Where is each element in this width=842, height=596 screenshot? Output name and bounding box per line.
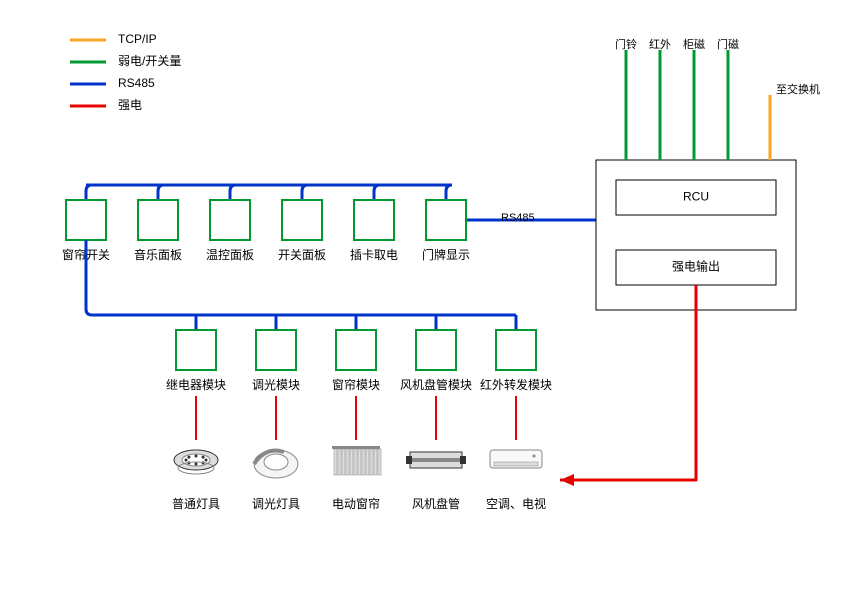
tcpip-label: 至交换机 xyxy=(776,82,820,96)
device-label: 调光灯具 xyxy=(252,497,300,511)
legend-label: 弱电/开关量 xyxy=(118,54,181,68)
strong-arrow xyxy=(560,474,574,486)
panel-label: 门牌显示 xyxy=(422,247,470,262)
weak-input-label: 门磁 xyxy=(717,37,739,51)
device-icon xyxy=(332,446,381,475)
weak-input-label: 门铃 xyxy=(615,37,637,51)
device-icon xyxy=(406,452,466,468)
panel-box xyxy=(210,200,250,240)
module-box xyxy=(416,330,456,370)
panel-label: 插卡取电 xyxy=(350,248,398,262)
panel-box xyxy=(426,200,466,240)
device-icon xyxy=(490,450,542,468)
legend-label: 强电 xyxy=(118,98,142,112)
module-label: 继电器模块 xyxy=(166,378,226,392)
panel-box xyxy=(66,200,106,240)
device-icon xyxy=(254,450,298,478)
strong-out-label: 强电输出 xyxy=(672,259,720,274)
module-box xyxy=(176,330,216,370)
rs485-label: RS485 xyxy=(501,212,535,224)
rs485-stub xyxy=(158,185,164,200)
device-label: 电动窗帘 xyxy=(332,496,380,511)
panel-box xyxy=(282,200,322,240)
panel-box xyxy=(354,200,394,240)
module-label: 风机盘管模块 xyxy=(400,377,472,392)
device-icon xyxy=(174,450,218,474)
rs485-stub xyxy=(374,185,380,200)
module-label: 调光模块 xyxy=(252,378,300,392)
legend-label: TCP/IP xyxy=(118,32,157,46)
module-label: 红外转发模块 xyxy=(480,377,552,392)
rs485-stub xyxy=(446,185,452,200)
strong-out-path xyxy=(560,310,696,480)
legend-label: RS485 xyxy=(118,76,155,90)
device-label: 普通灯具 xyxy=(172,497,220,511)
device-label: 风机盘管 xyxy=(412,496,460,511)
module-label: 窗帘模块 xyxy=(332,377,380,392)
module-box xyxy=(496,330,536,370)
rs485-stub xyxy=(302,185,308,200)
module-box xyxy=(256,330,296,370)
panel-label: 温控面板 xyxy=(206,248,254,262)
panel-box xyxy=(138,200,178,240)
weak-input-label: 红外 xyxy=(649,38,671,51)
rcu-label: RCU xyxy=(683,190,709,204)
rs485-stub xyxy=(230,185,236,200)
rs485-stub xyxy=(86,185,92,200)
module-box xyxy=(336,330,376,370)
panel-label: 音乐面板 xyxy=(134,247,182,262)
weak-input-label: 柜磁 xyxy=(683,38,705,51)
panel-label: 开关面板 xyxy=(278,248,326,262)
device-label: 空调、电视 xyxy=(486,496,546,511)
